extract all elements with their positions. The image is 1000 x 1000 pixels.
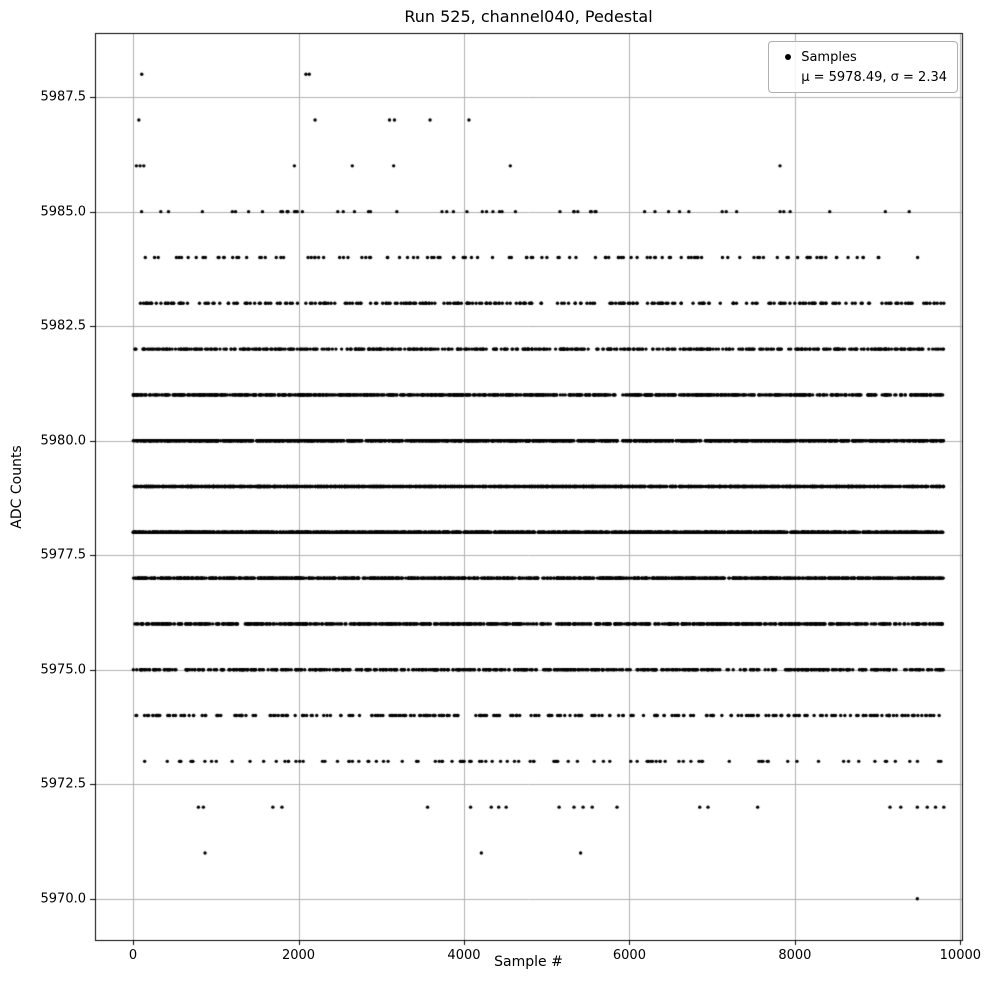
y-tick-label: 5970.0 [40,891,87,907]
y-tick-label: 5982.5 [40,318,87,334]
x-tick-label: 10000 [939,948,982,963]
y-tick-label: 5980.0 [40,433,87,449]
legend-marker-dot-icon [785,54,792,60]
y-tick-label: 5975.0 [40,662,87,678]
legend-handle [775,54,801,60]
x-tick-label: 4000 [447,948,481,963]
x-tick-label: 6000 [612,948,646,963]
x-tick-label: 8000 [778,948,812,963]
x-tick-label: 0 [128,948,138,963]
x-tick-label: 2000 [281,948,316,963]
legend-samples-label: Samples [801,49,857,65]
y-tick-label: 5987.5 [40,89,87,105]
legend-entry-samples: Samples [775,47,947,67]
y-tick-label: 5985.0 [40,204,87,220]
legend-stats-label: μ = 5978.49, σ = 2.34 [801,69,947,85]
legend: Samples μ = 5978.49, σ = 2.34 [768,41,958,93]
y-tick-label: 5972.5 [40,776,87,792]
y-tick-label: 5977.5 [40,547,87,563]
chart-title: Run 525, channel040, Pedestal [404,7,653,26]
legend-entry-stats: μ = 5978.49, σ = 2.34 [775,67,947,87]
y-axis-label: ADC Counts [9,445,25,529]
x-axis-label: Sample # [494,954,563,970]
